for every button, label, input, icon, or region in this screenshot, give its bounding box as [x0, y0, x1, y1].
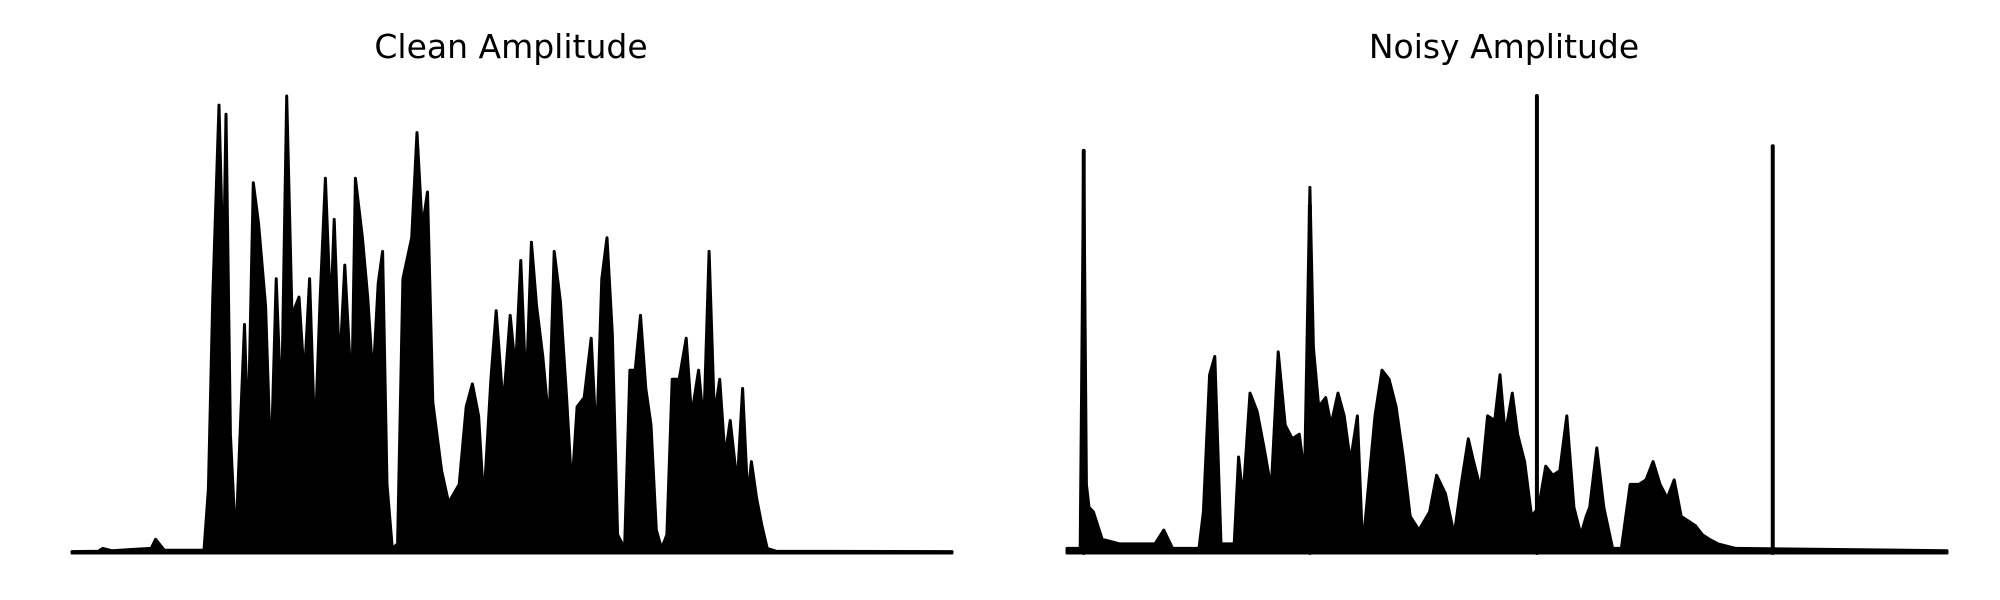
panel-clean: Clean Amplitude [70, 27, 954, 555]
clean-amplitude-plot [70, 94, 954, 555]
amplitude-envelope [70, 94, 954, 555]
panel-noisy: Noisy Amplitude [1065, 27, 1949, 555]
panel-title-noisy: Noisy Amplitude [1369, 27, 1639, 66]
panel-title-clean: Clean Amplitude [374, 27, 647, 66]
amplitude-envelope [1065, 149, 1949, 555]
noisy-amplitude-plot [1065, 94, 1949, 555]
